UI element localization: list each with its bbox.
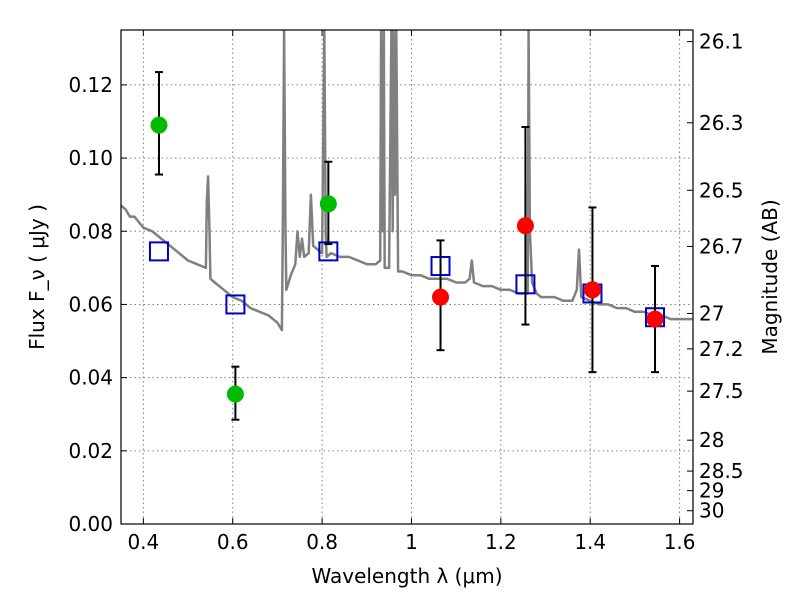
model-square-point (148, 241, 169, 262)
x-tick-label: 1.2 (485, 530, 517, 554)
green-data-point (150, 116, 168, 134)
right-tick-label: 26.1 (699, 30, 744, 54)
y-tick-label: 0.12 (68, 73, 113, 97)
y-tick-label: 0.06 (68, 292, 113, 316)
x-tick-label: 0.4 (127, 530, 159, 554)
x-tick-label: 1.4 (574, 530, 606, 554)
y-tick-label: 0.04 (68, 366, 113, 390)
right-tick-label: 26.5 (699, 178, 744, 202)
right-tick-label: 26.3 (699, 111, 744, 135)
right-tick-label: 26.7 (699, 234, 744, 258)
green-data-point (319, 195, 337, 213)
right-tick-label: 27 (699, 301, 724, 325)
right-tick-label: 29 (699, 479, 724, 503)
x-tick-label: 1.6 (664, 530, 696, 554)
red-data-point (432, 288, 450, 306)
model-square-point (225, 294, 246, 315)
red-data-point (583, 281, 601, 299)
plot-area (121, 30, 693, 421)
right-tick-label: 28 (699, 428, 724, 452)
plot-frame (120, 29, 694, 525)
x-tick-label: 0.8 (306, 530, 338, 554)
right-axis-title: Magnitude (AB) (758, 199, 782, 354)
grid (121, 30, 693, 525)
x-tick-label: 0.6 (217, 530, 249, 554)
y-tick-label: 0.02 (68, 439, 113, 463)
right-tick-label: 27.5 (699, 379, 744, 403)
y-tick-label: 0.00 (68, 512, 113, 536)
y-tick-label: 0.10 (68, 146, 113, 170)
right-tick-label: 27.2 (699, 337, 744, 361)
sed-model-line (121, 30, 693, 332)
axis-ticks: 0.4 0.6 0.8 1 1.2 1.4 1.6 0.00 0.02 0.04 0.06 0.08 0… (68, 30, 743, 554)
x-axis-title: Wavelength λ (μm) (311, 564, 502, 588)
right-tick-label: 28.5 (699, 459, 744, 483)
red-data-point (646, 310, 664, 328)
y-tick-label: 0.08 (68, 219, 113, 243)
green-data-point (226, 385, 244, 403)
x-tick-label: 1 (405, 530, 418, 554)
y-axis-title: Flux F_ν ( μJy ) (25, 204, 49, 350)
right-tick-label: 30 (699, 499, 724, 523)
red-data-point (516, 217, 534, 235)
